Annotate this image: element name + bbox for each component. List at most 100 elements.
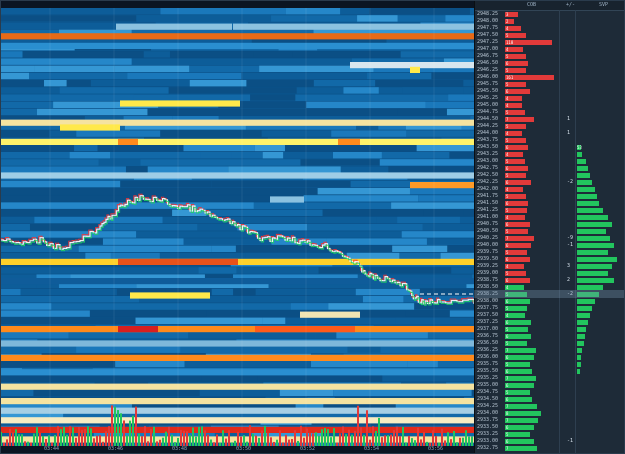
ladder-row[interactable]: 2933.25 5 — [475, 431, 625, 438]
ladder-row[interactable]: 2933.50 6 — [475, 424, 625, 431]
ladder-row[interactable]: 2937.75 5 — [475, 305, 625, 312]
ladder-row[interactable]: 2943.00 5 — [475, 158, 625, 165]
ladder-row[interactable]: 2946.50 6 — [475, 60, 625, 67]
ladder-row[interactable]: 2936.00 6 — [475, 354, 625, 361]
ladder-row[interactable]: 2935.00 6 — [475, 382, 625, 389]
heat-band — [0, 231, 474, 238]
ladder-row[interactable]: 2933.75 7 — [475, 417, 625, 424]
ladder-row[interactable]: 2947.00 4 — [475, 46, 625, 53]
heat-cell — [0, 332, 69, 339]
ladder-row[interactable]: 2935.25 7 — [475, 375, 625, 382]
ladder-row[interactable]: 2945.75 5 — [475, 81, 625, 88]
ladder-row[interactable]: 2932.75 7 — [475, 445, 625, 452]
cob-size: 4 — [506, 187, 509, 192]
ladder-row[interactable]: 2934.75 5 — [475, 389, 625, 396]
ladder-row[interactable]: 2942.75 6 — [475, 165, 625, 172]
heat-cell — [218, 188, 259, 195]
heat-cell — [211, 180, 351, 188]
ladder-row[interactable]: 2948.25 3 — [475, 11, 625, 18]
ladder-row[interactable]: 2944.25 5 — [475, 123, 625, 130]
ladder-row[interactable]: 2940.75 6 — [475, 221, 625, 228]
ladder-row[interactable]: 2947.50 5 — [475, 32, 625, 39]
ladder-row[interactable]: 2943.50 6 53 — [475, 144, 625, 151]
ladder-row[interactable]: 2938.75 6 2 — [475, 277, 625, 284]
ladder-row[interactable]: 2940.25 7 -9 — [475, 235, 625, 242]
ladder-row[interactable]: 2940.50 5 — [475, 228, 625, 235]
cob-size: 6 — [506, 383, 509, 388]
ladder-row[interactable]: 2938.50 4 — [475, 284, 625, 291]
ladder-row[interactable]: 2939.75 5 — [475, 249, 625, 256]
ladder-row[interactable]: 2943.75 5 — [475, 137, 625, 144]
bid-size-bar — [505, 397, 532, 402]
ask-size-bar — [505, 145, 528, 150]
ladder-row[interactable]: 2934.00 8 — [475, 410, 625, 417]
ladder-row[interactable]: 2946.25 5 — [475, 67, 625, 74]
ladder-row[interactable]: 2934.25 7 — [475, 403, 625, 410]
ladder-row[interactable]: 2945.00 4 — [475, 102, 625, 109]
ask-size-bar — [505, 159, 525, 164]
cob-size: 6 — [506, 201, 509, 206]
ladder-row[interactable]: 2940.00 6 -1 — [475, 242, 625, 249]
heat-cell — [409, 188, 474, 195]
price-ladder[interactable]: COB +/- SVP 2948.25 3 2948.00 2 2947.75 4 2947… — [474, 0, 625, 454]
order-book-heatmap[interactable] — [0, 8, 474, 446]
ladder-row[interactable]: 2947.25 118 — [475, 39, 625, 46]
ladder-row[interactable]: 2938.25 5 -2 — [475, 291, 625, 298]
heat-cell — [378, 123, 406, 130]
ladder-row[interactable]: 2937.25 6 — [475, 319, 625, 326]
ladder-row[interactable]: 2939.50 6 — [475, 256, 625, 263]
ladder-row[interactable]: 2941.00 4 — [475, 214, 625, 221]
price-label: 2942.00 — [477, 186, 499, 192]
liquidity-band — [0, 33, 474, 40]
bid-size-bar — [505, 327, 528, 332]
ladder-row[interactable]: 2944.50 7 1 — [475, 116, 625, 123]
heat-cell — [254, 144, 285, 152]
ladder-row[interactable]: 2938.00 6 — [475, 298, 625, 305]
ladder-row[interactable]: 2935.75 5 — [475, 361, 625, 368]
svp-volume-bar — [577, 327, 586, 332]
heat-cell — [0, 288, 21, 296]
ladder-row[interactable]: 2936.75 6 — [475, 333, 625, 340]
ladder-row[interactable]: 2935.50 6 — [475, 368, 625, 375]
ladder-row[interactable]: 2948.00 2 — [475, 18, 625, 25]
cob-size: 6 — [506, 320, 509, 325]
ladder-row[interactable]: 2936.25 7 — [475, 347, 625, 354]
price-label: 2935.00 — [477, 382, 499, 388]
ladder-row[interactable]: 2942.00 4 — [475, 186, 625, 193]
cob-size: 6 — [506, 145, 509, 150]
ladder-row[interactable]: 2942.25 6 -2 — [475, 179, 625, 186]
ladder-row[interactable]: 2937.50 4 — [475, 312, 625, 319]
price-label: 2934.50 — [477, 396, 499, 402]
heat-cell — [446, 108, 474, 116]
heatmap-canvas[interactable] — [0, 8, 474, 446]
ladder-row[interactable]: 2942.50 5 — [475, 172, 625, 179]
volume-bar — [249, 425, 251, 446]
price-label: 2934.75 — [477, 389, 499, 395]
ladder-row[interactable]: 2937.00 5 — [475, 326, 625, 333]
ladder-row[interactable]: 2941.25 5 — [475, 207, 625, 214]
ladder-row[interactable]: 2943.25 4 — [475, 151, 625, 158]
ladder-row[interactable]: 2941.75 5 — [475, 193, 625, 200]
ladder-row[interactable]: 2939.25 4 3 — [475, 263, 625, 270]
cob-size: 4 — [506, 215, 509, 220]
ask-size-bar — [505, 215, 525, 220]
ladder-row[interactable]: 2945.50 6 — [475, 88, 625, 95]
ladder-row[interactable]: 2946.00 161 — [475, 74, 625, 81]
ladder-row[interactable]: 2944.00 4 1 — [475, 130, 625, 137]
ladder-row[interactable]: 2945.25 4 — [475, 95, 625, 102]
ask-size-bar — [505, 271, 526, 276]
ladder-row[interactable]: 2933.00 6 -1 — [475, 438, 625, 445]
ladder-row[interactable]: 2939.00 5 — [475, 270, 625, 277]
ladder-row[interactable]: 2946.75 5 — [475, 53, 625, 60]
price-label: 2945.25 — [477, 95, 499, 101]
heat-cell — [367, 72, 432, 80]
ladder-row[interactable]: 2947.75 4 — [475, 25, 625, 32]
ladder-row[interactable]: 2934.50 6 — [475, 396, 625, 403]
ladder-row[interactable]: 2936.50 5 — [475, 340, 625, 347]
price-label: 2945.75 — [477, 81, 499, 87]
volume-bar — [432, 430, 434, 446]
volume-bar — [75, 437, 77, 446]
ladder-row[interactable]: 2941.50 6 — [475, 200, 625, 207]
heat-cell — [0, 411, 64, 418]
ladder-row[interactable]: 2944.75 5 — [475, 109, 625, 116]
